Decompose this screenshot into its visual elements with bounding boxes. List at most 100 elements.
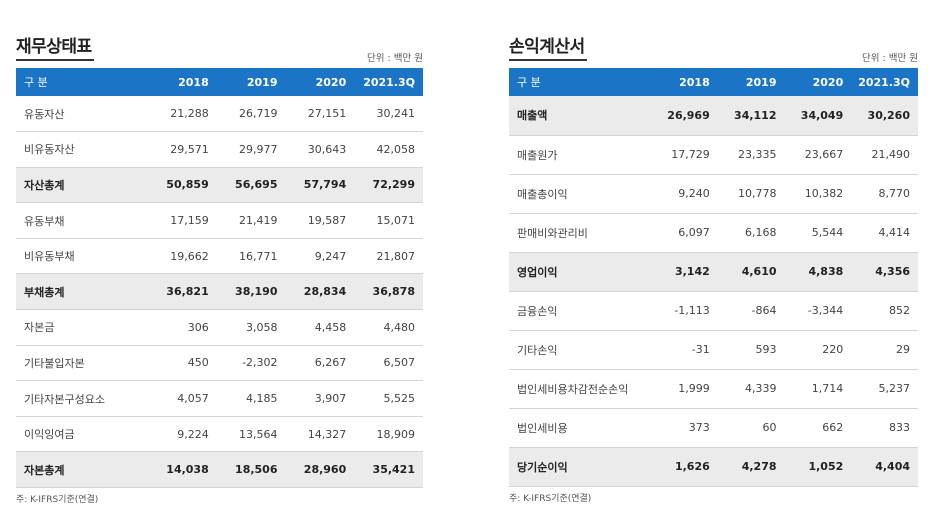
table-cell: 10,382 [784, 174, 852, 214]
table-cell: 30,260 [851, 96, 918, 136]
table-cell: -2,302 [216, 345, 286, 382]
table-cell: 4,356 [851, 252, 918, 292]
table-cell: 9,247 [285, 238, 355, 275]
table-row: 유동부채 17,159 21,419 19,587 15,071 [16, 202, 423, 239]
table-cell: 1,052 [784, 447, 852, 487]
table-cell: 4,480 [354, 309, 423, 346]
table-cell: 60 [717, 408, 785, 448]
header-label: 구 분 [517, 76, 541, 89]
row-label: 매출총이익 [509, 174, 651, 214]
table-row: 이익잉여금 9,224 13,564 14,327 18,909 [16, 416, 423, 453]
table-cell: 26,719 [216, 96, 286, 133]
table-row: 판매비와관리비 6,097 6,168 5,544 4,414 [509, 213, 918, 253]
table-cell: 8,770 [851, 174, 918, 214]
table-cell: 306 [148, 309, 217, 346]
table-cell: 4,057 [148, 380, 217, 417]
footnote: 주: K-IFRS기준(연결) [509, 493, 592, 504]
table-cell: 18,506 [216, 451, 286, 489]
table-cell: 5,237 [851, 369, 918, 409]
table-cell: 57,794 [285, 167, 355, 204]
table-header-row: 구 분 2018 2019 2020 2021.3Q [16, 68, 423, 96]
table-cell: 852 [851, 291, 918, 331]
table-cell: 26,969 [651, 96, 718, 136]
table-cell: -3,344 [784, 291, 852, 331]
row-label: 당기순이익 [509, 447, 651, 487]
table-cell: 373 [651, 408, 718, 448]
table-row: 법인세비용 373 60 662 833 [509, 408, 918, 448]
income-statement-table: 구 분 2018 2019 2020 2021.3Q 매출액 26,969 34,112 34… [509, 68, 918, 487]
row-label: 비유동부채 [16, 238, 148, 275]
balance-sheet-panel: 재무상태표 단위 : 백만 원 구 분 2018 2019 2020 2021.3Q 유… [16, 36, 423, 505]
table-cell: 4,278 [717, 447, 785, 487]
table-cell: 34,049 [784, 96, 852, 136]
row-label: 유동자산 [16, 96, 148, 133]
table-cell: 21,288 [148, 96, 217, 133]
table-cell: 6,097 [651, 213, 718, 253]
balance-sheet-table: 구 분 2018 2019 2020 2021.3Q 유동자산 21,288 26,719 2… [16, 68, 423, 489]
table-cell: 4,339 [717, 369, 785, 409]
table-cell: 30,241 [354, 96, 423, 133]
table-row: 비유동부채 19,662 16,771 9,247 21,807 [16, 238, 423, 275]
table-cell: 833 [851, 408, 918, 448]
header-label: 구 분 [24, 76, 48, 89]
footnote: 주: K-IFRS기준(연결) [16, 495, 99, 506]
table-row: 기타자본구성요소 4,057 4,185 3,907 5,525 [16, 380, 423, 417]
table-row: 유동자산 21,288 26,719 27,151 30,241 [16, 96, 423, 133]
total-row: 당기순이익 1,626 4,278 1,052 4,404 [509, 447, 918, 487]
table-cell: 4,404 [851, 447, 918, 487]
table-cell: 450 [148, 345, 217, 382]
table-cell: 1,714 [784, 369, 852, 409]
table-cell: 5,544 [784, 213, 852, 253]
row-label: 금융손익 [509, 291, 651, 331]
table-cell: 34,112 [717, 96, 785, 136]
header-year: 2019 [246, 75, 278, 89]
row-label: 기타불입자본 [16, 345, 148, 382]
table-cell: 9,224 [148, 416, 217, 453]
table-cell: 4,185 [216, 380, 286, 417]
table-cell: 13,564 [216, 416, 286, 453]
table-header-row: 구 분 2018 2019 2020 2021.3Q [509, 68, 918, 96]
table-cell: 35,421 [354, 451, 423, 489]
row-label: 기타손익 [509, 330, 651, 370]
table-cell: 6,507 [354, 345, 423, 382]
row-label: 자산총계 [16, 167, 148, 204]
row-label: 매출액 [509, 96, 651, 136]
row-label: 비유동자산 [16, 131, 148, 168]
row-label: 법인세비용 [509, 408, 651, 448]
table-cell: 3,142 [651, 252, 718, 292]
income-statement-title: 손익계산서 [509, 37, 585, 57]
row-label: 부채총계 [16, 273, 148, 311]
table-cell: 1,626 [651, 447, 718, 487]
row-label: 영업이익 [509, 252, 651, 292]
table-cell: 19,587 [285, 202, 355, 239]
table-cell: 27,151 [285, 96, 355, 133]
table-cell: 9,240 [651, 174, 718, 214]
table-cell: 19,662 [148, 238, 217, 275]
unit-label: 단위 : 백만 원 [367, 53, 423, 64]
table-cell: 14,038 [148, 451, 217, 489]
table-cell: 10,778 [717, 174, 785, 214]
table-cell: 6,267 [285, 345, 355, 382]
table-cell: 42,058 [354, 131, 423, 168]
table-cell: 5,525 [354, 380, 423, 417]
table-cell: 23,335 [717, 135, 785, 175]
table-cell: 593 [717, 330, 785, 370]
table-cell: 36,821 [148, 273, 217, 311]
total-row: 매출액 26,969 34,112 34,049 30,260 [509, 96, 918, 136]
table-cell: 56,695 [216, 167, 286, 204]
table-cell: 28,960 [285, 451, 355, 489]
table-row: 매출총이익 9,240 10,778 10,382 8,770 [509, 174, 918, 214]
table-cell: 14,327 [285, 416, 355, 453]
header-year: 2020 [812, 75, 844, 89]
table-cell: -31 [651, 330, 718, 370]
row-label: 자본총계 [16, 451, 148, 489]
title-underline [509, 59, 587, 61]
row-label: 법인세비용차감전순손익 [509, 369, 651, 409]
row-label: 자본금 [16, 309, 148, 346]
table-cell: -864 [717, 291, 785, 331]
table-row: 기타손익 -31 593 220 29 [509, 330, 918, 370]
table-cell: 16,771 [216, 238, 286, 275]
table-cell: 3,907 [285, 380, 355, 417]
header-year: 2021.3Q [363, 75, 415, 89]
table-cell: 29,571 [148, 131, 217, 168]
